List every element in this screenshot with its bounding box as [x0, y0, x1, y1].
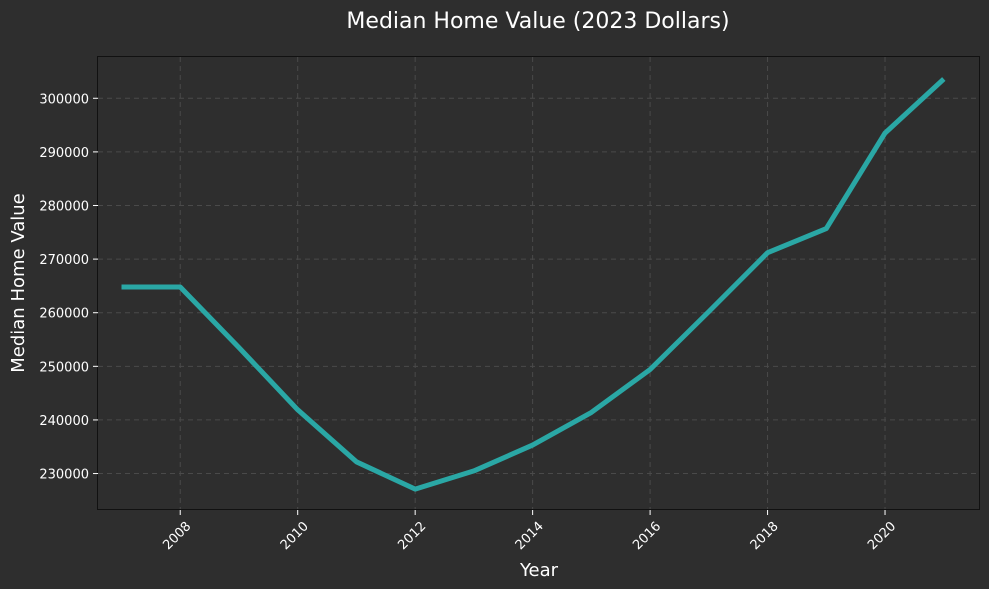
axis-ticks: 2008 2010 2012 2014 2016 2018 2020 230000 240000… [39, 92, 899, 553]
grid [98, 57, 979, 510]
x-axis-label: Year [519, 560, 559, 581]
chart-title: Median Home Value (2023 Dollars) [346, 9, 729, 34]
y-tick-label: 270000 [39, 253, 89, 268]
series [121, 77, 946, 492]
x-tick-label: 2008 [160, 519, 194, 553]
y-tick-label: 290000 [39, 146, 89, 161]
y-tick-label: 300000 [39, 92, 89, 107]
y-tick-label: 230000 [39, 468, 89, 483]
x-tick-label: 2010 [278, 519, 312, 553]
x-tick-label: 2016 [630, 519, 664, 553]
x-tick-label: 2012 [395, 519, 429, 553]
y-tick-label: 240000 [39, 414, 89, 429]
y-axis-label: Median Home Value [8, 193, 29, 373]
y-tick-label: 250000 [39, 360, 89, 375]
x-tick-label: 2018 [748, 519, 782, 553]
y-tick-label: 260000 [39, 307, 89, 322]
plot-area [97, 56, 980, 510]
x-tick-label: 2020 [865, 519, 899, 553]
x-tick-label: 2014 [513, 519, 547, 553]
y-tick-label: 280000 [39, 199, 89, 214]
